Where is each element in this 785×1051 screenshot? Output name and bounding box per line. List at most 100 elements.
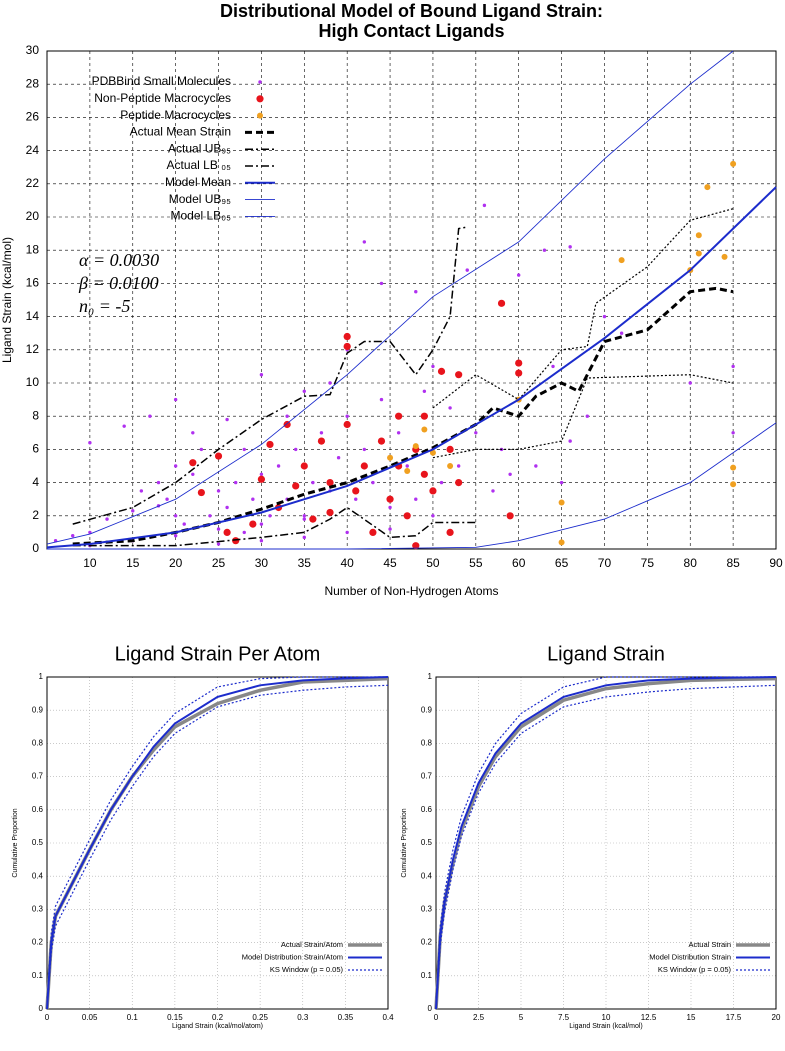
data-point bbox=[695, 232, 702, 239]
x-tick-label: 90 bbox=[769, 556, 783, 570]
y-axis-label: Ligand Strain (kcal/mol) bbox=[0, 237, 14, 363]
data-point bbox=[173, 397, 178, 402]
data-line bbox=[46, 684, 389, 1010]
y-tick-label: 0.2 bbox=[32, 938, 44, 947]
y-tick-label: 0.5 bbox=[32, 838, 44, 847]
data-point bbox=[233, 480, 238, 485]
data-point bbox=[362, 240, 367, 244]
data-point bbox=[165, 497, 169, 501]
data-point bbox=[387, 454, 394, 461]
y-tick-label: 0.7 bbox=[421, 772, 433, 781]
x-tick-label: 0.3 bbox=[297, 1013, 309, 1022]
chart-title: High Contact Ligands bbox=[319, 21, 505, 41]
data-point bbox=[497, 299, 506, 307]
data-point bbox=[517, 273, 521, 277]
data-point bbox=[431, 514, 435, 518]
data-point bbox=[456, 464, 461, 468]
data-point bbox=[105, 517, 109, 521]
data-point bbox=[216, 489, 221, 493]
data-line bbox=[432, 374, 734, 459]
data-line bbox=[435, 676, 776, 1003]
data-point bbox=[431, 364, 435, 369]
x-tick-label: 85 bbox=[726, 556, 740, 570]
legend-label: KS Window (p = 0.05) bbox=[658, 965, 732, 974]
data-point bbox=[343, 420, 351, 429]
data-point bbox=[173, 464, 178, 468]
data-point bbox=[414, 497, 418, 501]
chart-title: Distributional Model of Bound Ligand Str… bbox=[220, 1, 603, 21]
data-point bbox=[396, 431, 401, 435]
x-tick-label: 7.5 bbox=[558, 1013, 570, 1022]
data-point bbox=[455, 479, 463, 487]
y-tick-label: 0.5 bbox=[421, 838, 433, 847]
data-point bbox=[447, 463, 454, 469]
legend-label: Model LB₀₅ bbox=[170, 209, 231, 223]
data-line bbox=[47, 422, 777, 550]
data-point bbox=[259, 373, 264, 377]
data-point bbox=[302, 389, 306, 393]
data-point bbox=[257, 475, 266, 483]
data-point bbox=[242, 530, 246, 535]
data-point bbox=[515, 359, 523, 367]
y-tick-label: 8 bbox=[32, 408, 39, 422]
data-point bbox=[225, 505, 229, 510]
x-tick-label: 0.25 bbox=[252, 1013, 268, 1022]
plot-frame bbox=[46, 50, 777, 550]
data-point bbox=[266, 440, 274, 449]
data-point bbox=[343, 332, 351, 341]
x-tick-label: 45 bbox=[383, 556, 397, 570]
y-tick-label: 28 bbox=[26, 76, 40, 90]
data-point bbox=[354, 497, 358, 501]
y-tick-label: 2 bbox=[32, 508, 39, 522]
data-line bbox=[72, 226, 468, 525]
data-point bbox=[208, 514, 212, 518]
data-point bbox=[283, 420, 291, 429]
data-line bbox=[46, 676, 388, 1003]
x-tick-label: 17.5 bbox=[726, 1013, 742, 1022]
data-point bbox=[558, 499, 565, 506]
data-point bbox=[695, 250, 702, 257]
x-tick-label: 15 bbox=[126, 556, 140, 570]
x-tick-label: 25 bbox=[212, 556, 226, 570]
x-tick-label: 50 bbox=[426, 556, 440, 570]
y-tick-label: 0.9 bbox=[421, 705, 433, 714]
data-line bbox=[46, 186, 777, 549]
x-tick-label: 80 bbox=[684, 556, 698, 570]
data-point bbox=[326, 479, 334, 487]
x-axis-label: Number of Non-Hydrogen Atoms bbox=[324, 584, 498, 598]
y-axis-label: Cumulative Proportion bbox=[401, 808, 408, 877]
data-point bbox=[403, 512, 411, 520]
data-point bbox=[602, 314, 607, 319]
data-point bbox=[259, 522, 264, 526]
data-point bbox=[336, 456, 341, 460]
x-tick-label: 0 bbox=[45, 1013, 50, 1022]
data-point bbox=[455, 371, 463, 379]
legend-swatch bbox=[258, 80, 262, 84]
data-point bbox=[216, 542, 221, 546]
data-point bbox=[369, 528, 377, 537]
data-point bbox=[534, 464, 538, 468]
legend-label: KS Window (p = 0.05) bbox=[270, 965, 344, 974]
x-tick-label: 10 bbox=[602, 1013, 611, 1022]
data-point bbox=[88, 441, 92, 445]
legend-label: Non-Peptide Macrocycles bbox=[94, 91, 231, 105]
data-point bbox=[259, 472, 264, 476]
data-point bbox=[568, 245, 572, 249]
plot-frame bbox=[46, 676, 389, 1010]
data-point bbox=[421, 426, 428, 433]
legend-label: Actual Strain/Atom bbox=[281, 940, 343, 949]
data-point bbox=[326, 508, 334, 517]
data-point bbox=[259, 539, 264, 543]
x-tick-label: 70 bbox=[598, 556, 612, 570]
y-axis-label: Cumulative Proportion bbox=[12, 808, 19, 877]
data-point bbox=[362, 447, 367, 452]
annotation: β = 0.0100 bbox=[78, 273, 159, 293]
data-point bbox=[422, 389, 427, 393]
y-tick-label: 12 bbox=[26, 342, 40, 356]
data-point bbox=[420, 470, 428, 478]
data-point bbox=[515, 369, 523, 377]
x-tick-label: 0 bbox=[434, 1013, 439, 1022]
data-point bbox=[285, 414, 289, 418]
y-tick-label: 20 bbox=[26, 209, 40, 223]
